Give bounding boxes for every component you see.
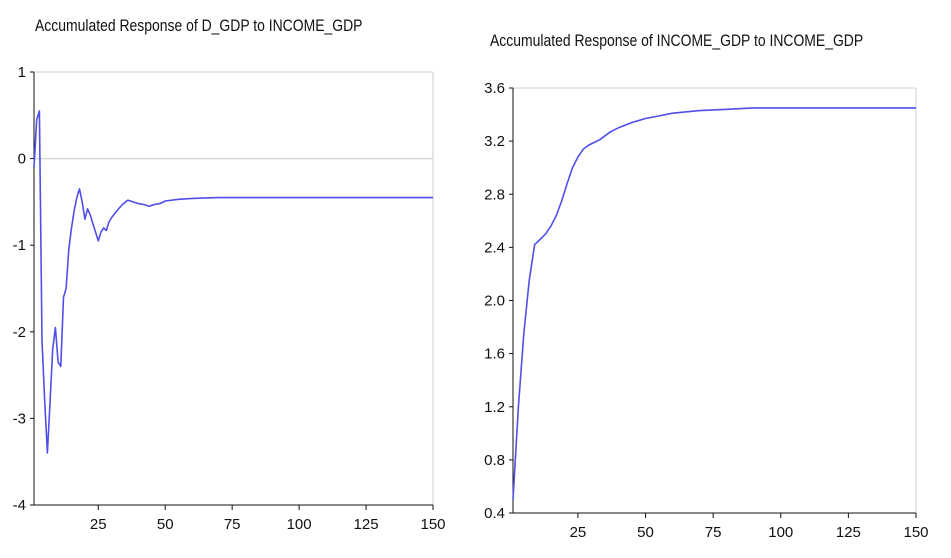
x-tick-label: 50 (157, 516, 174, 533)
y-tick-label: 2.0 (484, 293, 505, 310)
chart-title: Accumulated Response of D_GDP to INCOME_… (35, 16, 363, 35)
series-line (33, 110, 433, 454)
chart-left-plot: 1 0 -1 -2 -3 -4 25 50 75 100 125 150 (13, 64, 446, 533)
x-tick-label: 50 (637, 524, 654, 541)
x-tick-label: 125 (836, 524, 861, 541)
y-tick-label: 1 (18, 64, 26, 81)
x-tick-label: 75 (705, 524, 722, 541)
y-tick-label: 0 (18, 151, 26, 168)
x-tick-label: 125 (354, 516, 379, 533)
y-tick-label: 3.6 (484, 80, 505, 97)
y-tick-label: 1.2 (484, 399, 505, 416)
x-tick-label: 150 (903, 524, 928, 541)
y-tick-label: 2.4 (484, 239, 505, 256)
x-tick-label: 75 (224, 516, 241, 533)
y-tick-label: 3.2 (484, 133, 505, 150)
chart-right-plot: 3.6 3.2 2.8 2.4 2.0 1.6 1.2 0.8 0.4 25 50 75 100 125 1… (484, 80, 928, 541)
y-tick-label: -3 (13, 410, 26, 427)
x-tick-label: 100 (768, 524, 793, 541)
y-tick-label: -1 (13, 237, 26, 254)
chart-panel-right: Accumulated Response of INCOME_GDP to IN… (460, 0, 951, 558)
y-tick-label: -2 (13, 324, 26, 341)
y-tick-label: 0.4 (484, 505, 505, 522)
x-tick-label: 100 (287, 516, 312, 533)
y-tick-label: -4 (13, 497, 26, 514)
y-tick-label: 2.8 (484, 186, 505, 203)
chart-title: Accumulated Response of INCOME_GDP to IN… (490, 31, 864, 50)
y-tick-label: 0.8 (484, 452, 505, 469)
chart-panel-left: Accumulated Response of D_GDP to INCOME_… (0, 0, 460, 558)
y-tick-label: 1.6 (484, 346, 505, 363)
x-tick-label: 25 (570, 524, 587, 541)
x-tick-label: 25 (90, 516, 107, 533)
series-line (512, 107, 916, 500)
x-tick-label: 150 (420, 516, 445, 533)
